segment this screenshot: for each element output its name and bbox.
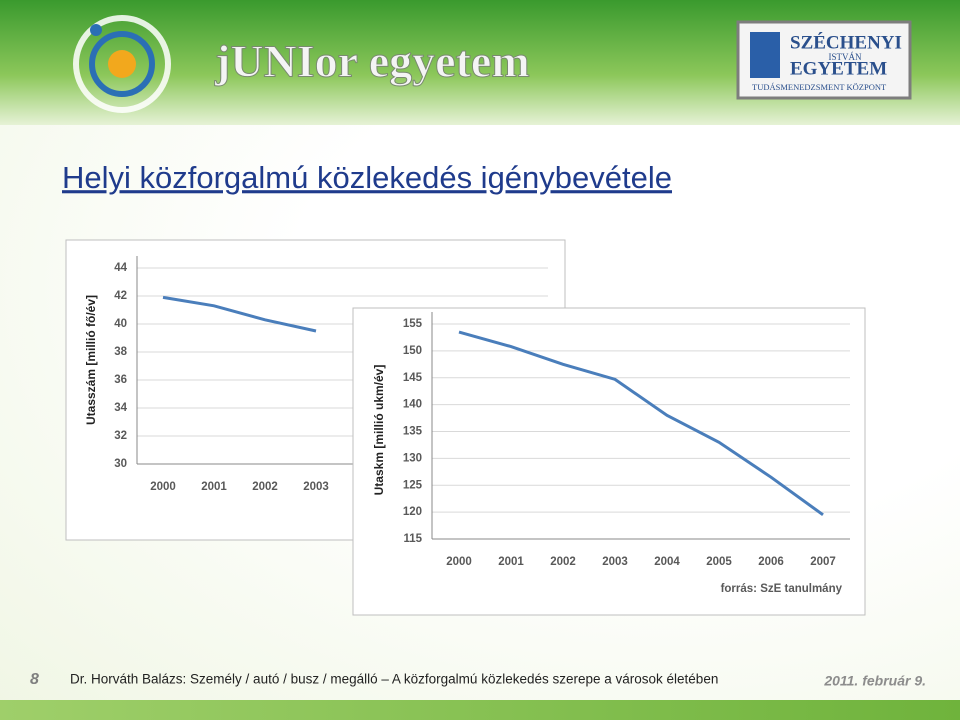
annotation: forrás: SzE tanulmány xyxy=(721,583,843,595)
y-axis-label: Utaskm [millió ukm/év] xyxy=(372,365,386,496)
logo-text: EGYETEM xyxy=(790,58,887,79)
y-tick-label: 40 xyxy=(114,318,127,330)
slide-number: 8 xyxy=(30,671,39,688)
date: 2011. február 9. xyxy=(823,673,926,689)
x-tick-label: 2001 xyxy=(498,556,524,568)
logo-text: TUDÁSMENEDZSMENT KÖZPONT xyxy=(752,82,887,92)
y-tick-label: 34 xyxy=(114,402,127,414)
x-tick-label: 2004 xyxy=(654,556,680,568)
y-tick-label: 115 xyxy=(403,533,422,545)
brand: jUNIor egyetem xyxy=(214,36,530,87)
data-line xyxy=(162,295,317,333)
x-tick-label: 2003 xyxy=(602,556,628,568)
slide-title: Helyi közforgalmú közlekedés igénybevéte… xyxy=(62,160,672,195)
x-tick-label: 2000 xyxy=(150,481,176,493)
y-axis-label: Utasszám [millió fő/év] xyxy=(84,295,98,425)
x-tick-label: 2005 xyxy=(706,556,732,568)
y-tick-label: 38 xyxy=(114,346,127,358)
y-tick-label: 135 xyxy=(403,426,423,438)
x-tick-label: 2000 xyxy=(446,556,472,568)
x-tick-label: 2002 xyxy=(550,556,576,568)
y-tick-label: 42 xyxy=(114,290,127,302)
y-tick-label: 140 xyxy=(403,399,422,411)
y-tick-label: 125 xyxy=(403,479,423,491)
y-tick-label: 36 xyxy=(114,374,127,386)
charts: 30 32 34 36 38 40 42 44 2000 2001 2002 2003 Utasszám… xyxy=(65,239,866,616)
x-tick-label: 2002 xyxy=(252,481,278,493)
y-tick-label: 44 xyxy=(114,262,127,274)
x-tick-label: 2001 xyxy=(201,481,227,493)
logo-text: SZÉCHENYI xyxy=(790,31,902,53)
footer-band xyxy=(0,700,960,720)
footer-text: Dr. Horváth Balázs: Személy / autó / bus… xyxy=(70,672,718,687)
y-tick-label: 30 xyxy=(114,458,127,470)
data-line xyxy=(458,330,824,517)
x-tick-label: 2003 xyxy=(303,481,329,493)
logo-emblem xyxy=(750,32,780,78)
x-tick-label: 2006 xyxy=(758,556,784,568)
y-tick-label: 130 xyxy=(403,452,422,464)
logo-text: ISTVÁN xyxy=(829,52,862,62)
x-tick-label: 2007 xyxy=(810,556,836,568)
y-tick-label: 155 xyxy=(403,318,423,330)
y-tick-label: 32 xyxy=(114,430,127,442)
chart: 115 120 125 130 135 140 145 150 155 2000 2001 2002 2… xyxy=(352,307,866,616)
y-tick-label: 150 xyxy=(403,345,422,357)
y-tick-label: 120 xyxy=(403,506,422,518)
y-tick-label: 145 xyxy=(403,372,423,384)
brand-logo xyxy=(73,15,171,113)
chart-area xyxy=(352,307,866,616)
